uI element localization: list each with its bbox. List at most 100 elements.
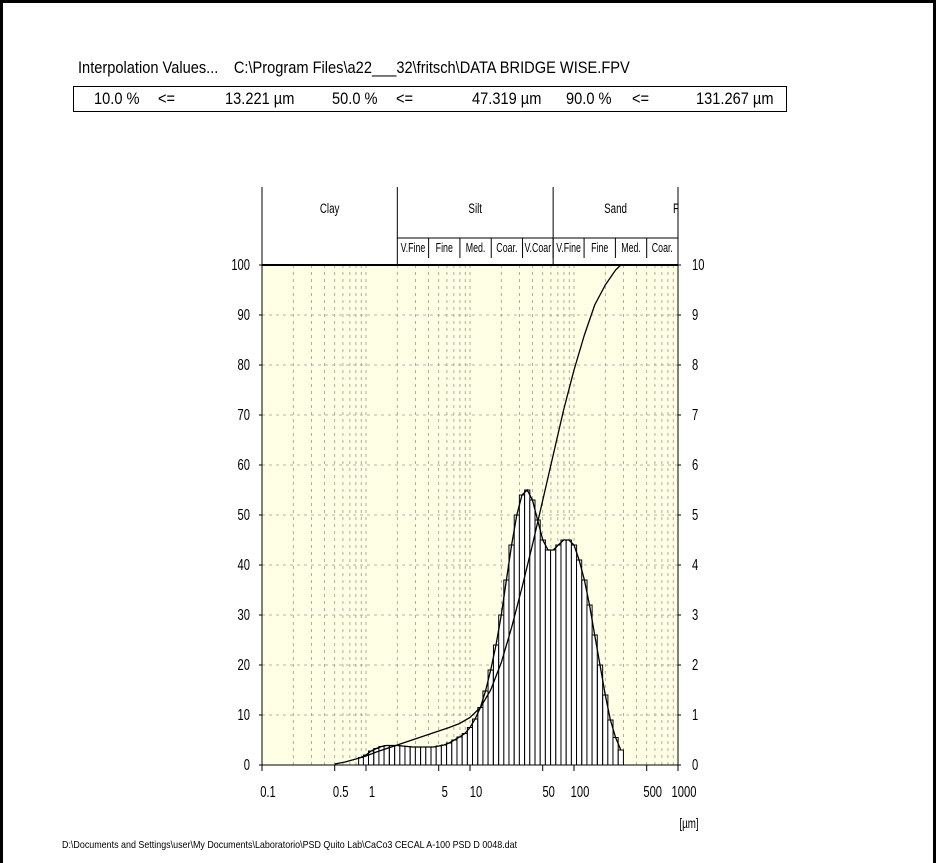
histogram-bar xyxy=(524,489,531,766)
histogram-bar xyxy=(518,494,526,766)
y-right-tick-label: 5 xyxy=(692,505,698,524)
y-left-tick-label: 70 xyxy=(238,405,251,424)
y-left-tick-label: 20 xyxy=(238,655,251,674)
d90-operator: <= xyxy=(632,89,650,108)
source-file-path: C:\Program Files\a22___32\fritsch\DATA B… xyxy=(233,58,630,77)
histogram-bar xyxy=(477,707,484,766)
histogram-bar xyxy=(388,745,396,766)
data-file-path: D:\Documents and Settings\user\My Docume… xyxy=(62,839,518,851)
x-axis-unit-label: [µm] xyxy=(679,815,698,831)
subclass-label: Fine xyxy=(436,241,453,255)
histogram-bar xyxy=(513,514,520,766)
y-right-tick-label: 8 xyxy=(692,355,698,374)
histogram-bar xyxy=(472,718,479,766)
y-right-tick-label: 1 xyxy=(692,705,698,724)
y-left-tick-label: 90 xyxy=(238,305,251,324)
y-right-tick-label: 4 xyxy=(692,555,698,574)
histogram-bar xyxy=(466,727,474,766)
x-tick-label: 100 xyxy=(571,782,590,801)
subclass-label: Med. xyxy=(466,241,486,255)
x-tick-label: 500 xyxy=(643,782,662,801)
histogram-bar xyxy=(544,549,552,766)
x-tick-label: 5 xyxy=(442,782,448,801)
x-tick-label: 1000 xyxy=(672,782,697,801)
histogram-bar xyxy=(399,745,406,766)
y-right-tick-label: 2 xyxy=(692,655,698,674)
class-label-sand: Sand xyxy=(604,200,627,216)
frequency-curve xyxy=(360,488,622,759)
histogram-bar xyxy=(503,579,510,766)
x-tick-label: 10 xyxy=(470,782,483,801)
x-tick-label: 1 xyxy=(369,782,375,801)
histogram-bar xyxy=(446,742,453,766)
histogram-bar xyxy=(498,614,505,766)
y-right-tick-label: 9 xyxy=(692,305,698,324)
histogram-bar xyxy=(508,544,515,766)
class-label-f: F xyxy=(673,200,679,216)
x-tick-label: 50 xyxy=(542,782,555,801)
histogram-bar xyxy=(539,539,546,766)
histogram-bar xyxy=(596,664,604,766)
histogram-bar xyxy=(420,746,427,766)
histogram-bar xyxy=(492,644,500,766)
x-tick-label: 0.5 xyxy=(333,782,349,801)
d50-operator: <= xyxy=(396,89,414,108)
plot-area xyxy=(262,265,678,765)
histogram-bar xyxy=(560,539,567,766)
y-left-tick-label: 40 xyxy=(238,555,251,574)
d10-value: 13.221 µm xyxy=(225,89,295,108)
histogram-bar xyxy=(451,739,458,766)
interpolation-label: Interpolation Values... xyxy=(78,58,219,77)
y-right-tick-label: 0 xyxy=(692,755,698,774)
histogram-bar xyxy=(617,749,624,766)
histogram-bar xyxy=(394,745,401,766)
class-label-silt: Silt xyxy=(468,200,482,216)
y-left-tick-label: 80 xyxy=(238,355,251,374)
histogram-bar xyxy=(461,733,468,766)
d50-value: 47.319 µm xyxy=(472,89,542,108)
histogram-bar xyxy=(565,539,572,766)
subclass-label: V.Fine xyxy=(401,241,426,255)
histogram-bar xyxy=(581,579,588,766)
histogram-bar xyxy=(534,519,541,766)
histogram-bar xyxy=(550,549,557,766)
d10-percent: 10.0 % xyxy=(94,89,140,108)
histogram-bar xyxy=(404,746,411,766)
y-left-tick-label: 100 xyxy=(231,255,250,274)
d90-percent: 90.0 % xyxy=(566,89,612,108)
histogram-bar xyxy=(456,736,463,766)
class-label-clay: Clay xyxy=(320,200,340,216)
histogram-bar xyxy=(570,544,578,766)
histogram-bar xyxy=(425,746,432,766)
y-left-tick-label: 0 xyxy=(244,755,250,774)
histogram-bar xyxy=(576,559,583,766)
histogram-bar xyxy=(555,544,562,766)
y-right-tick-label: 10 xyxy=(692,255,705,274)
histogram-bar xyxy=(414,746,422,766)
histogram-bar xyxy=(409,746,416,766)
x-tick-label: 0.1 xyxy=(260,782,276,801)
histogram-bar xyxy=(440,744,448,766)
interpolation-title: Interpolation Values... C:\Program Files\… xyxy=(78,58,630,78)
subclass-label: V.Fine xyxy=(556,241,581,255)
histogram-bar xyxy=(430,746,437,766)
y-left-tick-label: 60 xyxy=(238,455,251,474)
histogram-bar xyxy=(591,634,598,766)
histogram-bar xyxy=(586,604,593,766)
d50-percent: 50.0 % xyxy=(332,89,378,108)
y-right-tick-label: 6 xyxy=(692,455,698,474)
d90-value: 131.267 µm xyxy=(696,89,774,108)
subclass-label: Med. xyxy=(621,241,641,255)
y-right-tick-label: 3 xyxy=(692,605,698,624)
subclass-label: Coar. xyxy=(496,241,517,255)
subclass-label: V.Coar xyxy=(524,241,551,255)
histogram-bar xyxy=(435,745,442,766)
y-left-tick-label: 10 xyxy=(238,705,251,724)
subclass-label: Fine xyxy=(591,241,608,255)
d10-operator: <= xyxy=(158,89,176,108)
y-left-tick-label: 50 xyxy=(238,505,251,524)
interpolation-values-box: 10.0 % <= 13.221 µm 50.0 % <= 47.319 µm … xyxy=(73,86,787,112)
y-left-tick-label: 30 xyxy=(238,605,251,624)
